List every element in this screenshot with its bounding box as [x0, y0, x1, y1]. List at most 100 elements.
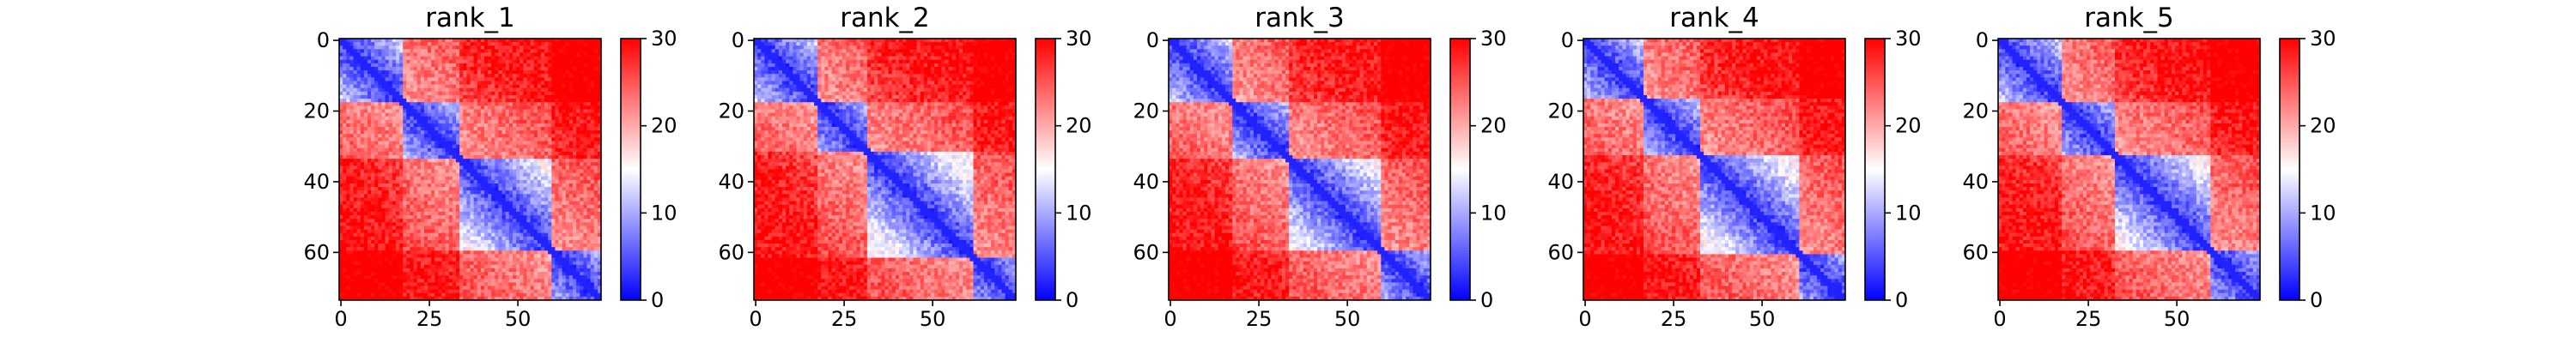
heatmap-cell: [533, 52, 538, 57]
heatmap-cell: [463, 70, 467, 75]
heatmap-cell: [537, 39, 542, 43]
heatmap-cell: [445, 211, 450, 216]
heatmap-cell: [495, 127, 499, 131]
heatmap-cell: [456, 165, 460, 170]
heatmap-cell: [459, 204, 464, 209]
heatmap-cell: [441, 63, 446, 68]
heatmap-cell: [555, 229, 559, 234]
heatmap-cell: [533, 155, 538, 159]
heatmap-cell: [512, 74, 517, 78]
heatmap-cell: [466, 137, 471, 141]
heatmap-cell: [363, 264, 368, 269]
heatmap-cell: [413, 56, 418, 61]
heatmap-cell: [381, 134, 386, 138]
heatmap-cell: [558, 169, 563, 173]
heatmap-cell: [580, 264, 584, 269]
heatmap-cell: [381, 211, 386, 216]
heatmap-cell: [530, 215, 535, 220]
heatmap-cell: [530, 144, 535, 149]
heatmap-cell: [512, 116, 517, 121]
heatmap-cell: [416, 87, 422, 93]
heatmap-cell: [431, 197, 435, 202]
heatmap-cell: [349, 190, 354, 195]
heatmap-cell: [343, 102, 347, 106]
heatmap-cell: [583, 102, 587, 106]
heatmap-cell: [413, 141, 418, 145]
heatmap-cell: [438, 226, 442, 230]
heatmap-cell: [501, 232, 507, 238]
heatmap-cell: [360, 247, 365, 251]
heatmap-cell: [580, 197, 584, 202]
heatmap-cell: [371, 119, 375, 124]
heatmap-cell: [367, 275, 372, 280]
heatmap-cell: [568, 147, 574, 153]
heatmap-cell: [459, 77, 464, 81]
heatmap-cell: [483, 116, 489, 121]
heatmap-cell: [593, 187, 598, 191]
heatmap-cell: [526, 141, 531, 145]
heatmap-cell: [371, 116, 375, 121]
heatmap-cell: [568, 272, 574, 276]
heatmap-cell: [360, 244, 365, 248]
heatmap-cell: [374, 91, 379, 96]
heatmap-cell: [416, 179, 422, 184]
heatmap-cell: [395, 159, 400, 163]
heatmap-cell: [491, 102, 495, 106]
heatmap-cell: [558, 63, 563, 68]
heatmap-cell: [456, 137, 460, 141]
heatmap-cell: [573, 102, 577, 106]
heatmap-cell: [438, 147, 442, 153]
heatmap-cell: [473, 99, 478, 103]
heatmap-cell: [555, 208, 559, 213]
heatmap-cell: [438, 94, 442, 99]
heatmap-cell: [403, 130, 407, 135]
heatmap-cell: [466, 169, 471, 173]
heatmap-cell: [367, 187, 372, 191]
heatmap-cell: [544, 201, 549, 206]
heatmap-cell: [378, 155, 382, 159]
heatmap-cell: [448, 63, 453, 68]
heatmap-cell: [470, 94, 474, 99]
heatmap-cell: [480, 176, 485, 181]
heatmap-cell: [360, 201, 365, 206]
heatmap-cell: [498, 105, 502, 110]
heatmap-cell: [392, 39, 397, 43]
heatmap-cell: [441, 66, 446, 71]
heatmap-cell: [523, 66, 527, 71]
heatmap-cell: [392, 141, 397, 145]
heatmap-cell: [388, 261, 393, 266]
heatmap-cell: [516, 127, 520, 131]
heatmap-cell: [526, 261, 531, 266]
heatmap-cell: [530, 194, 535, 198]
heatmap-cell: [470, 155, 474, 159]
heatmap-cell: [573, 45, 577, 50]
heatmap-cell: [498, 211, 502, 216]
heatmap-cell: [597, 116, 602, 121]
heatmap-cell: [448, 155, 453, 159]
heatmap-cell: [501, 211, 507, 216]
heatmap-cell: [597, 159, 602, 163]
heatmap-cell: [356, 208, 361, 213]
heatmap-cell: [371, 229, 375, 234]
heatmap-cell: [378, 275, 382, 280]
heatmap-cell: [392, 94, 397, 99]
heatmap-cell: [374, 261, 379, 266]
heatmap-cell: [374, 56, 379, 61]
heatmap-cell: [498, 254, 502, 258]
heatmap-cell: [416, 169, 422, 173]
heatmap-cell: [378, 268, 382, 273]
heatmap-cell: [353, 204, 357, 209]
heatmap-cell: [441, 211, 446, 216]
heatmap-cell: [399, 52, 404, 57]
heatmap-cell: [395, 42, 400, 46]
heatmap-cell: [356, 229, 361, 234]
heatmap-cell: [395, 179, 400, 184]
heatmap-cell: [568, 66, 574, 71]
heatmap-cell: [555, 254, 559, 258]
heatmap-cell: [363, 141, 368, 145]
heatmap-cell: [392, 268, 397, 273]
heatmap-cell: [593, 102, 598, 106]
heatmap-cell: [448, 187, 453, 191]
heatmap-cell: [448, 211, 453, 216]
heatmap-cell: [580, 250, 584, 255]
